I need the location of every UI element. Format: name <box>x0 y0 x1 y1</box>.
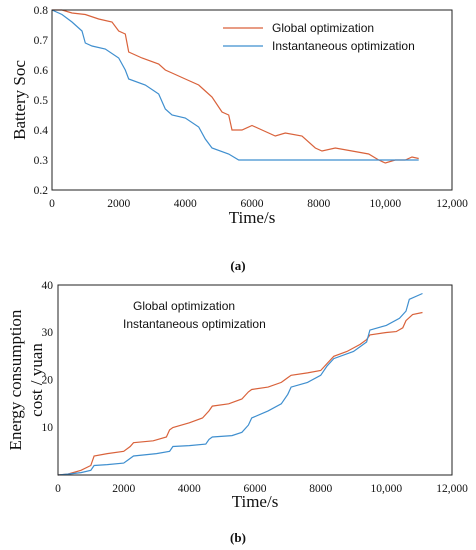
chart-b-y-axis-label-line-1: Energy consumption <box>6 309 25 450</box>
chart-a-ytick-label: 0.5 <box>34 95 49 107</box>
chart-a-xtick-label: 2000 <box>107 198 130 210</box>
chart-b-plot-frame <box>57 284 453 476</box>
chart-a-legend-label-instant: Instantaneous optimization <box>272 39 415 53</box>
chart-b-xtick-label: 2000 <box>112 483 135 495</box>
chart-a-x-ticks: 0 2000 4000 6000 8000 10,000 12,000 <box>49 198 468 210</box>
chart-b-y-ticks: 10 20 30 40 <box>42 280 54 434</box>
chart-a-xtick-label: 6000 <box>241 198 264 210</box>
chart-b-xtick-label: 8000 <box>309 483 332 495</box>
chart-b-ytick-label: 40 <box>42 280 54 292</box>
chart-b-panel-label: (b) <box>230 530 246 545</box>
chart-a-xtick-label: 12,000 <box>436 198 468 210</box>
chart-b-ytick-label: 10 <box>42 422 54 434</box>
chart-b-x-ticks: 0 2000 4000 6000 8000 10,000 12,000 <box>55 483 468 495</box>
chart-a-y-ticks: 0.2 0.3 0.4 0.5 0.6 0.7 0.8 <box>34 5 49 197</box>
chart-a: Global optimization Instantaneous optimi… <box>10 5 468 273</box>
chart-b-ytick-label: 30 <box>42 327 54 339</box>
chart-b-xtick-label: 4000 <box>178 483 201 495</box>
chart-a-ytick-label: 0.2 <box>34 185 49 197</box>
chart-b-xtick-label: 6000 <box>244 483 267 495</box>
chart-a-legend-label-global: Global optimization <box>272 21 374 35</box>
chart-a-ytick-label: 0.8 <box>34 5 49 17</box>
chart-a-xtick-label: 8000 <box>307 198 330 210</box>
chart-a-series-instant-line <box>51 9 419 161</box>
chart-b-ytick-label: 20 <box>42 375 54 387</box>
chart-b-y-axis-label-line-2: cost / yuan <box>27 343 46 417</box>
chart-b: Global optimization Instantaneous optimi… <box>6 280 468 545</box>
chart-b-x-axis-label: Time/s <box>232 492 279 511</box>
chart-a-plot-frame <box>51 9 453 191</box>
chart-a-panel-label: (a) <box>230 258 245 273</box>
chart-b-series-instant-line <box>57 292 423 476</box>
chart-b-xtick-label: 10,000 <box>370 483 402 495</box>
chart-b-legend-label-instant: Instantaneous optimization <box>123 317 266 331</box>
chart-b-series-global-line <box>57 311 423 476</box>
chart-b-xtick-label: 12,000 <box>436 483 468 495</box>
chart-b-xtick-label: 0 <box>55 483 61 495</box>
chart-a-x-axis-label: Time/s <box>229 208 276 227</box>
chart-a-series-global-line <box>52 9 419 164</box>
chart-a-legend: Global optimization Instantaneous optimi… <box>223 21 415 53</box>
chart-b-legend-label-global: Global optimization <box>133 299 235 313</box>
chart-a-xtick-label: 10,000 <box>369 198 401 210</box>
chart-a-ytick-label: 0.4 <box>34 125 49 137</box>
chart-a-xtick-label: 4000 <box>174 198 197 210</box>
chart-a-ytick-label: 0.3 <box>34 155 49 167</box>
chart-a-ytick-label: 0.7 <box>34 35 49 47</box>
chart-a-ytick-label: 0.6 <box>34 65 49 77</box>
chart-a-y-axis-label: Battery Soc <box>10 60 29 140</box>
chart-a-xtick-label: 0 <box>49 198 55 210</box>
